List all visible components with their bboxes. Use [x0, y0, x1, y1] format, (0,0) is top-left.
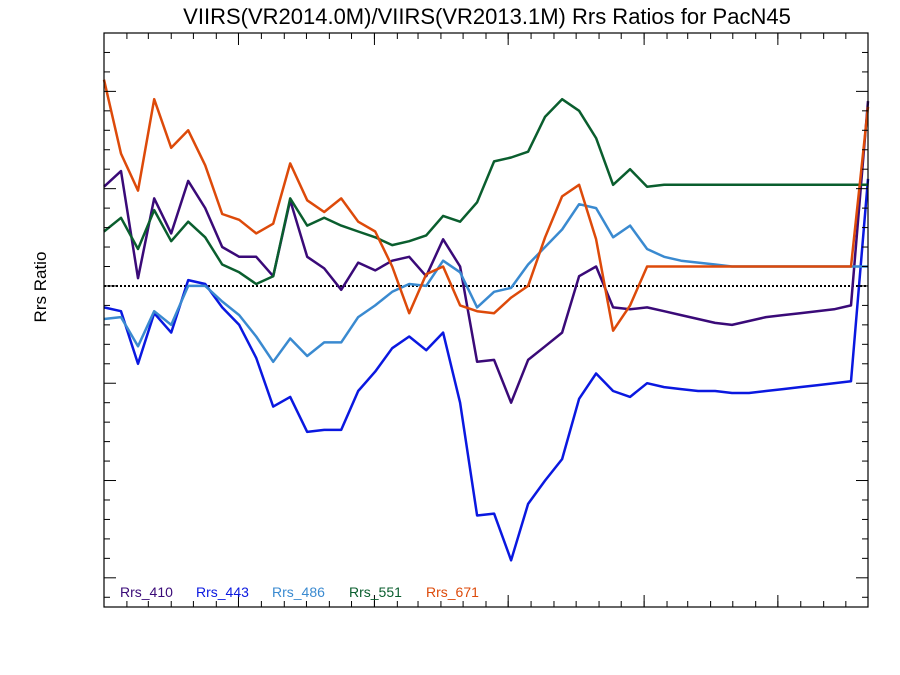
axes	[103, 32, 869, 608]
legend: Rrs_410 Rrs_443 Rrs_486 Rrs_551 Rrs_671	[120, 584, 479, 600]
legend-label-rrs-486: Rrs_486	[272, 584, 325, 600]
series-line-rrs-551	[103, 97, 868, 286]
chart-title: VIIRS(VR2014.0M)/VIIRS(VR2013.1M) Rrs Ra…	[183, 4, 791, 29]
legend-label-rrs-551: Rrs_551	[349, 584, 402, 600]
series-line-rrs-443	[103, 178, 870, 562]
series-group	[102, 79, 870, 562]
legend-label-rrs-410: Rrs_410	[120, 584, 173, 600]
y-axis-label: Rrs Ratio	[31, 252, 50, 323]
series-line-rrs-671	[102, 79, 870, 332]
series-line-rrs-410	[103, 100, 870, 404]
legend-label-rrs-443: Rrs_443	[196, 584, 249, 600]
series-line-rrs-486	[103, 202, 868, 364]
legend-label-rrs-671: Rrs_671	[426, 584, 479, 600]
